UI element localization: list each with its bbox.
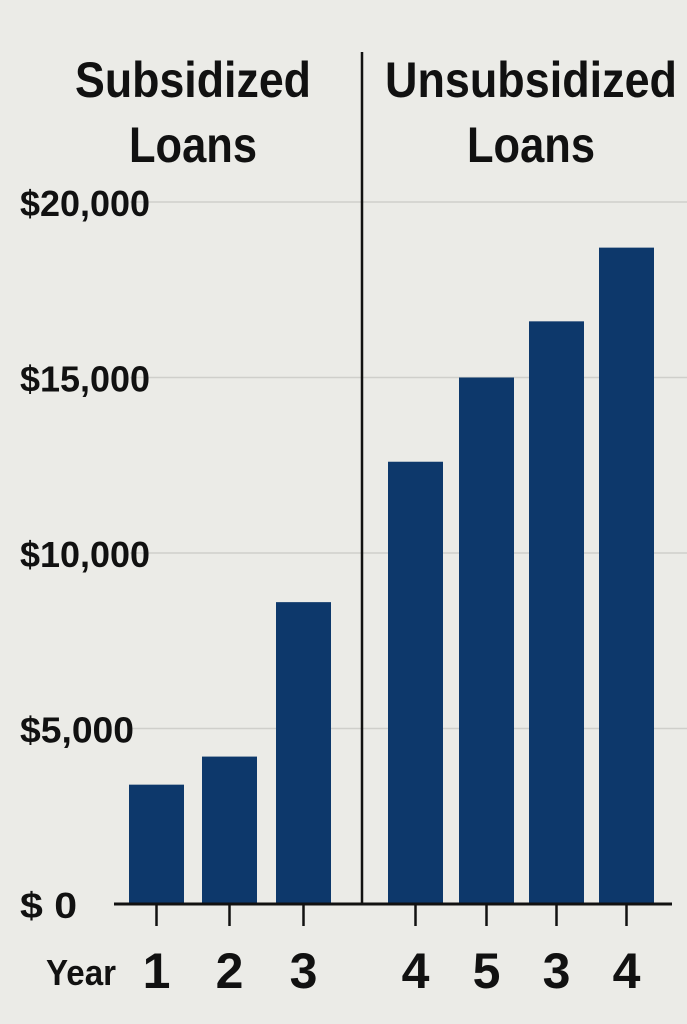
panel-title-unsubsidized-line2: Loans (467, 117, 595, 173)
y-tick-label: $20,000 (20, 183, 150, 224)
bar-year-1 (129, 784, 184, 904)
x-tick-label: 3 (543, 943, 571, 999)
bar-year-4 (388, 461, 443, 904)
x-tick-label: 4 (613, 943, 641, 999)
panel-title-unsubsidized-line1: Unsubsidized (385, 52, 677, 108)
bar-year-3 (276, 602, 331, 904)
panel-title-subsidized-line1: Subsidized (75, 52, 311, 108)
x-tick-label: 2 (216, 943, 244, 999)
x-tick-label: 1 (143, 943, 171, 999)
bar-year-3 (529, 321, 584, 905)
x-tick-label: 5 (473, 943, 501, 999)
y-tick-label: $5,000 (20, 710, 134, 751)
bar-year-2 (202, 756, 257, 904)
bar-year-5 (459, 377, 514, 904)
y-tick-label: $15,000 (20, 359, 150, 400)
x-tick-label: 4 (402, 943, 430, 999)
y-tick-label: $ 0 (20, 885, 77, 926)
x-axis-label: Year (46, 952, 116, 993)
y-tick-label: $10,000 (20, 534, 150, 575)
x-tick-label: 3 (290, 943, 318, 999)
bar-year-4 (599, 247, 654, 904)
panel-title-subsidized-line2: Loans (129, 117, 257, 173)
